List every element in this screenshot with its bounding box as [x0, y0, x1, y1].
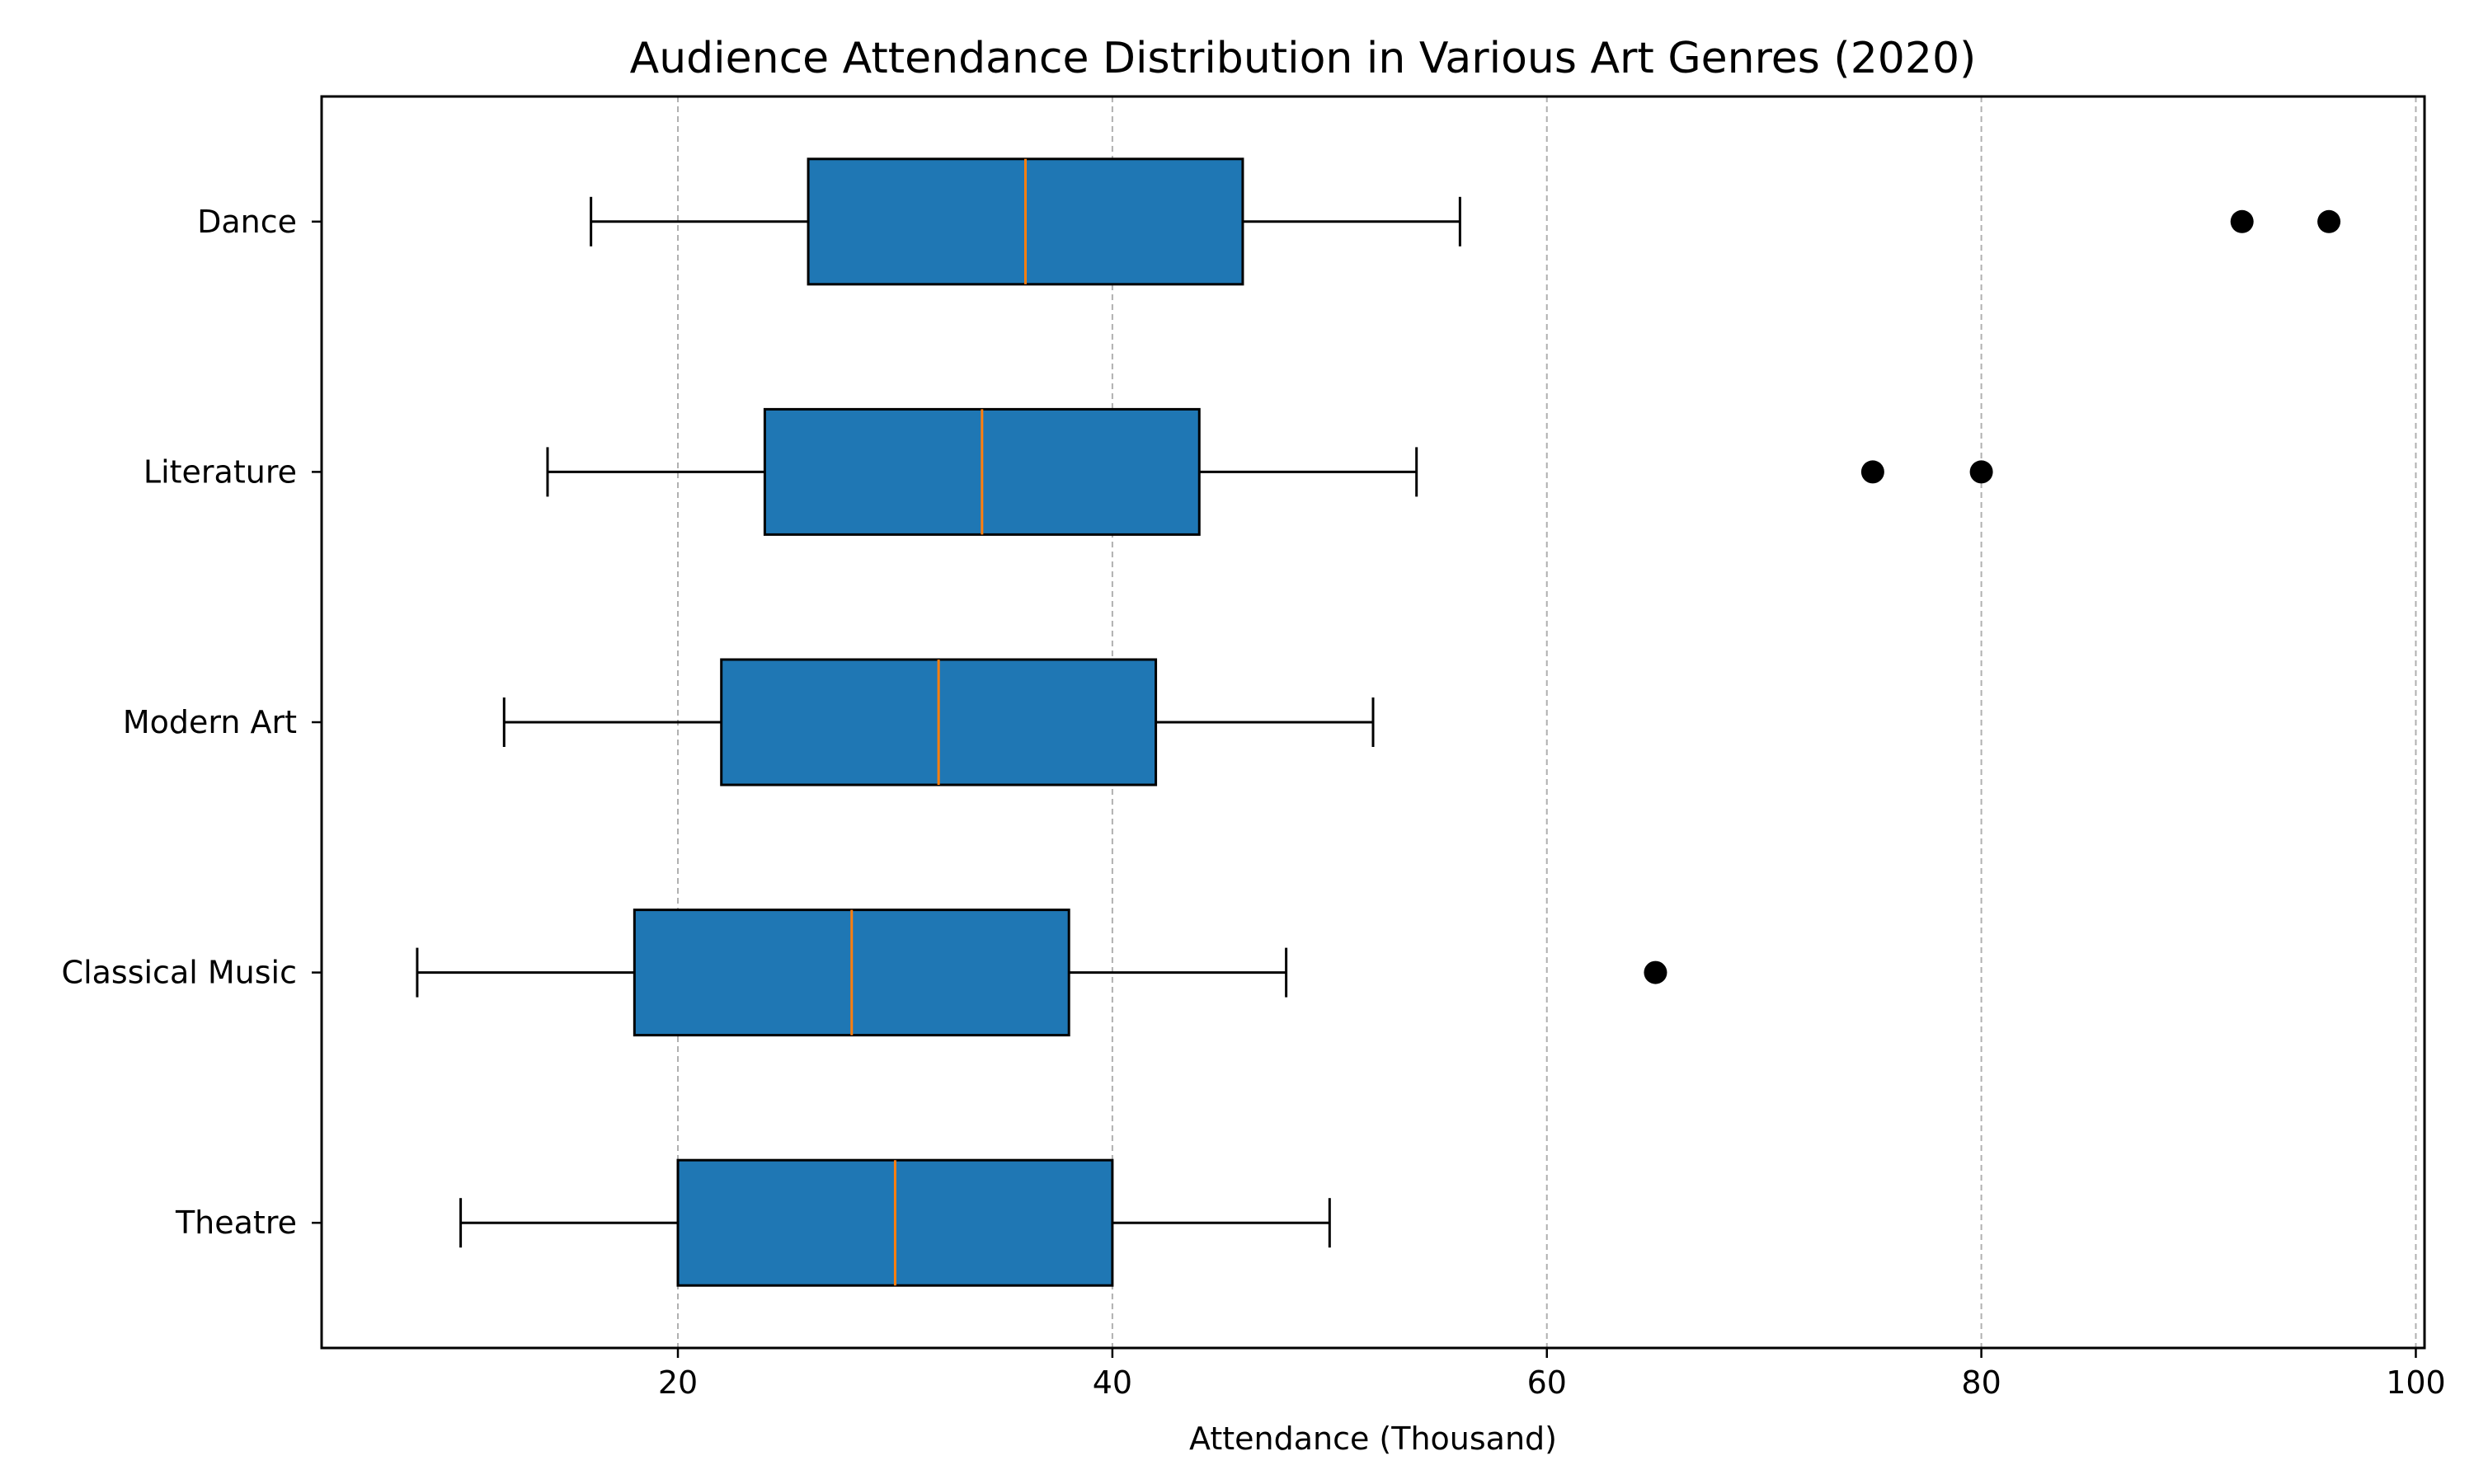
- y-tick-label-theatre: Theatre: [175, 1205, 297, 1241]
- outlier-dance-96: [2317, 210, 2340, 233]
- x-tick-label-100: 100: [2386, 1364, 2446, 1401]
- outlier-classical-music-65: [1644, 961, 1667, 984]
- x-axis-label: Attendance (Thousand): [1189, 1421, 1557, 1457]
- x-tick-label-40: 40: [1093, 1364, 1132, 1401]
- outlier-literature-75: [1861, 460, 1884, 483]
- chart-title: Audience Attendance Distribution in Vari…: [630, 34, 1977, 83]
- y-tick-label-dance: Dance: [197, 204, 297, 240]
- x-tick-label-60: 60: [1527, 1364, 1567, 1401]
- x-tick-label-80: 80: [1961, 1364, 2001, 1401]
- y-tick-label-classical-music: Classical Music: [62, 955, 297, 991]
- y-tick-label-modern-art: Modern Art: [123, 704, 297, 740]
- x-tick-label-20: 20: [658, 1364, 698, 1401]
- y-tick-label-literature: Literature: [143, 453, 297, 490]
- outlier-literature-80: [1970, 460, 1993, 483]
- outlier-dance-92: [2231, 210, 2254, 233]
